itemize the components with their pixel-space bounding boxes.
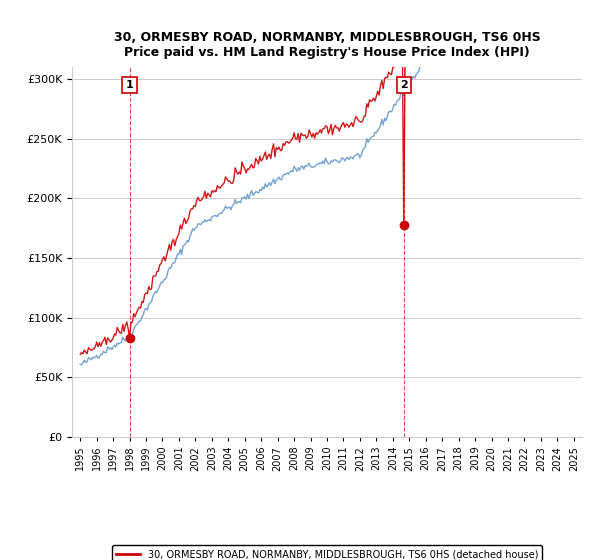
Text: 2: 2 — [400, 80, 407, 90]
Legend: 30, ORMESBY ROAD, NORMANBY, MIDDLESBROUGH, TS6 0HS (detached house), HPI: Averag: 30, ORMESBY ROAD, NORMANBY, MIDDLESBROUG… — [112, 545, 542, 560]
Title: 30, ORMESBY ROAD, NORMANBY, MIDDLESBROUGH, TS6 0HS
Price paid vs. HM Land Regist: 30, ORMESBY ROAD, NORMANBY, MIDDLESBROUG… — [113, 31, 541, 59]
Text: 1: 1 — [126, 80, 133, 90]
